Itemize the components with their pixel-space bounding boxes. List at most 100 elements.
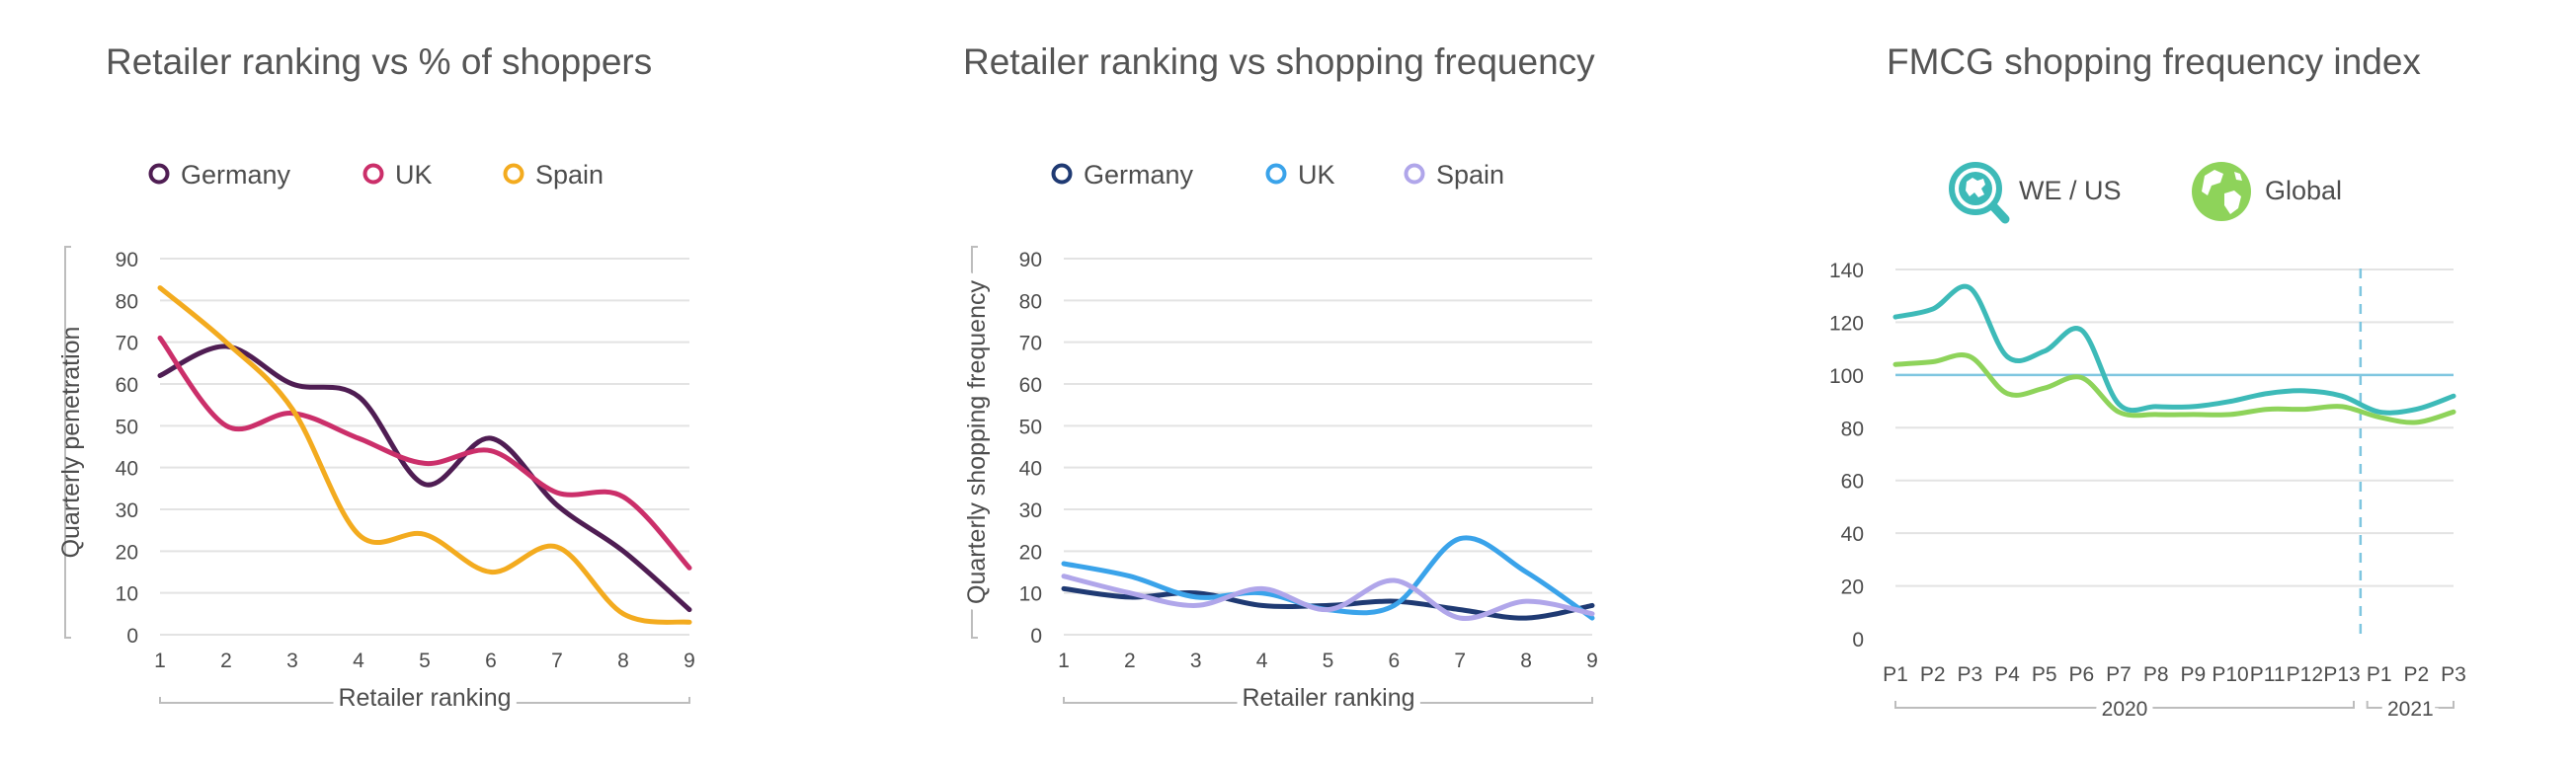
magnifier-europe-icon [1949,162,2010,224]
legend-label: Global [2265,176,2342,205]
series-lines [157,285,692,625]
legend-label: Spain [1436,160,1504,190]
x-axis-bracket [159,697,690,704]
x-tick-label: P9 [2180,663,2206,686]
y-axis-label: Quarterly shopping frequency [963,280,991,604]
y-tick-label: 140 [1829,260,1864,282]
y-tick-label: 80 [1841,418,1864,440]
legend-item-germany: Germany [1051,160,1194,190]
x-tick-label: P7 [2106,663,2132,686]
x-tick-label: P10 [2212,663,2248,686]
y-axis-label: Quarterly penetration [57,327,85,559]
y-tick-label: 20 [1019,541,1042,564]
legend-item-we-us: WE / US [1949,162,2122,224]
y-tick-label: 60 [1841,471,1864,494]
series-line-spain [1061,574,1595,621]
x-tick-label: 7 [1454,650,1466,672]
series-line-global [1892,352,2456,425]
y-tick-label: 40 [1019,458,1042,481]
x-tick-label: 4 [353,650,364,672]
x-tick-label: 1 [154,650,166,672]
x-tick-label: 6 [485,650,497,672]
legend-item-global: Global [2192,162,2342,221]
legend-item-germany: Germany [148,160,291,190]
x-tick-label: 1 [1058,650,1070,672]
y-tick-label: 80 [1019,290,1042,313]
x-tick-label: 2 [220,650,232,672]
y-axis-bracket [971,246,978,639]
y-tick-labels: 0 20 40 60 80 100 120 140 [1829,260,1864,651]
chart-title: FMCG shopping frequency index [1887,41,2421,82]
x-tick-label: P8 [2143,663,2169,686]
y-tick-label: 90 [116,249,138,271]
y-tick-label: 50 [1019,416,1042,438]
x-tick-label: P12 [2287,663,2323,686]
period-label: 2021 [2387,698,2434,721]
legend: WE / US Global [1949,162,2342,224]
y-tick-label: 0 [126,625,138,648]
chart-fmcg-index: FMCG shopping frequency index WE / US [1829,41,2466,727]
y-tick-label: 90 [1019,249,1042,271]
x-tick-label: P5 [2032,663,2057,686]
y-tick-label: 70 [116,333,138,355]
x-tick-label: 3 [1190,650,1202,672]
x-tick-label: 4 [1256,650,1268,672]
x-tick-label: 7 [551,650,563,672]
y-tick-label: 40 [116,458,138,481]
y-tick-labels: 0 10 20 30 40 50 60 70 80 90 [1019,249,1042,648]
x-tick-label: 3 [286,650,298,672]
period-group-brackets: 2020 2021 [1894,692,2455,727]
gridlines [1064,258,1592,636]
x-tick-label: P6 [2068,663,2094,686]
y-tick-label: 20 [116,541,138,564]
series-line-germany [157,344,692,613]
reference-and-divider-lines [1895,268,2454,637]
x-axis-bracket [1063,697,1593,704]
y-tick-label: 30 [116,499,138,522]
x-tick-label: 2 [1124,650,1136,672]
y-tick-label: 50 [116,416,138,438]
y-tick-label: 80 [116,290,138,313]
x-tick-label: P3 [2441,663,2466,686]
legend-marker [1404,163,1425,185]
legend-label: Germany [181,160,291,190]
legend-marker [148,163,170,185]
y-tick-label: 30 [1019,499,1042,522]
x-tick-label: P2 [1920,663,1946,686]
series-lines [1061,535,1595,621]
y-tick-label: 20 [1841,576,1864,599]
legend-marker [503,163,524,185]
series-line-uk [157,335,692,571]
legend-label: WE / US [2019,176,2122,205]
period-bracket [1894,701,2355,709]
y-tick-label: 10 [116,583,138,606]
x-axis-label: Retailer ranking [1242,684,1414,712]
y-tick-label: 10 [1019,583,1042,606]
x-tick-label: 8 [1520,650,1532,672]
x-tick-label: 5 [1323,650,1334,672]
legend-label: UK [1298,160,1335,190]
chart-title: Retailer ranking vs shopping frequency [963,41,1595,82]
legend-item-uk: UK [362,160,433,190]
series-line-we-us [1892,283,2456,416]
x-tick-labels: 1 2 3 4 5 6 7 8 9 [1058,650,1598,672]
legend-label: Spain [535,160,604,190]
y-tick-label: 0 [1852,629,1864,651]
y-tick-label: 70 [1019,333,1042,355]
legend-marker [1051,163,1073,185]
legend-marker [362,163,384,185]
x-tick-label: P2 [2403,663,2429,686]
chart-retailer-penetration: Retailer ranking vs % of shoppers German… [57,41,695,719]
x-tick-labels: P1 P2 P3 P4 P5 P6 P7 P8 P9 P10 P11 P12 P13 P1 P2 P3 [1883,663,2466,686]
legend-label: UK [395,160,433,190]
gridlines [160,258,689,636]
period-label: 2020 [2102,698,2148,721]
y-tick-label: 60 [1019,374,1042,397]
y-tick-label: 0 [1030,625,1042,648]
x-tick-label: 8 [617,650,629,672]
x-tick-label: 5 [419,650,431,672]
series-line-spain [157,285,692,625]
period-bracket [2366,701,2455,709]
y-tick-label: 40 [1841,523,1864,546]
legend: Germany UK Spain [148,160,604,190]
